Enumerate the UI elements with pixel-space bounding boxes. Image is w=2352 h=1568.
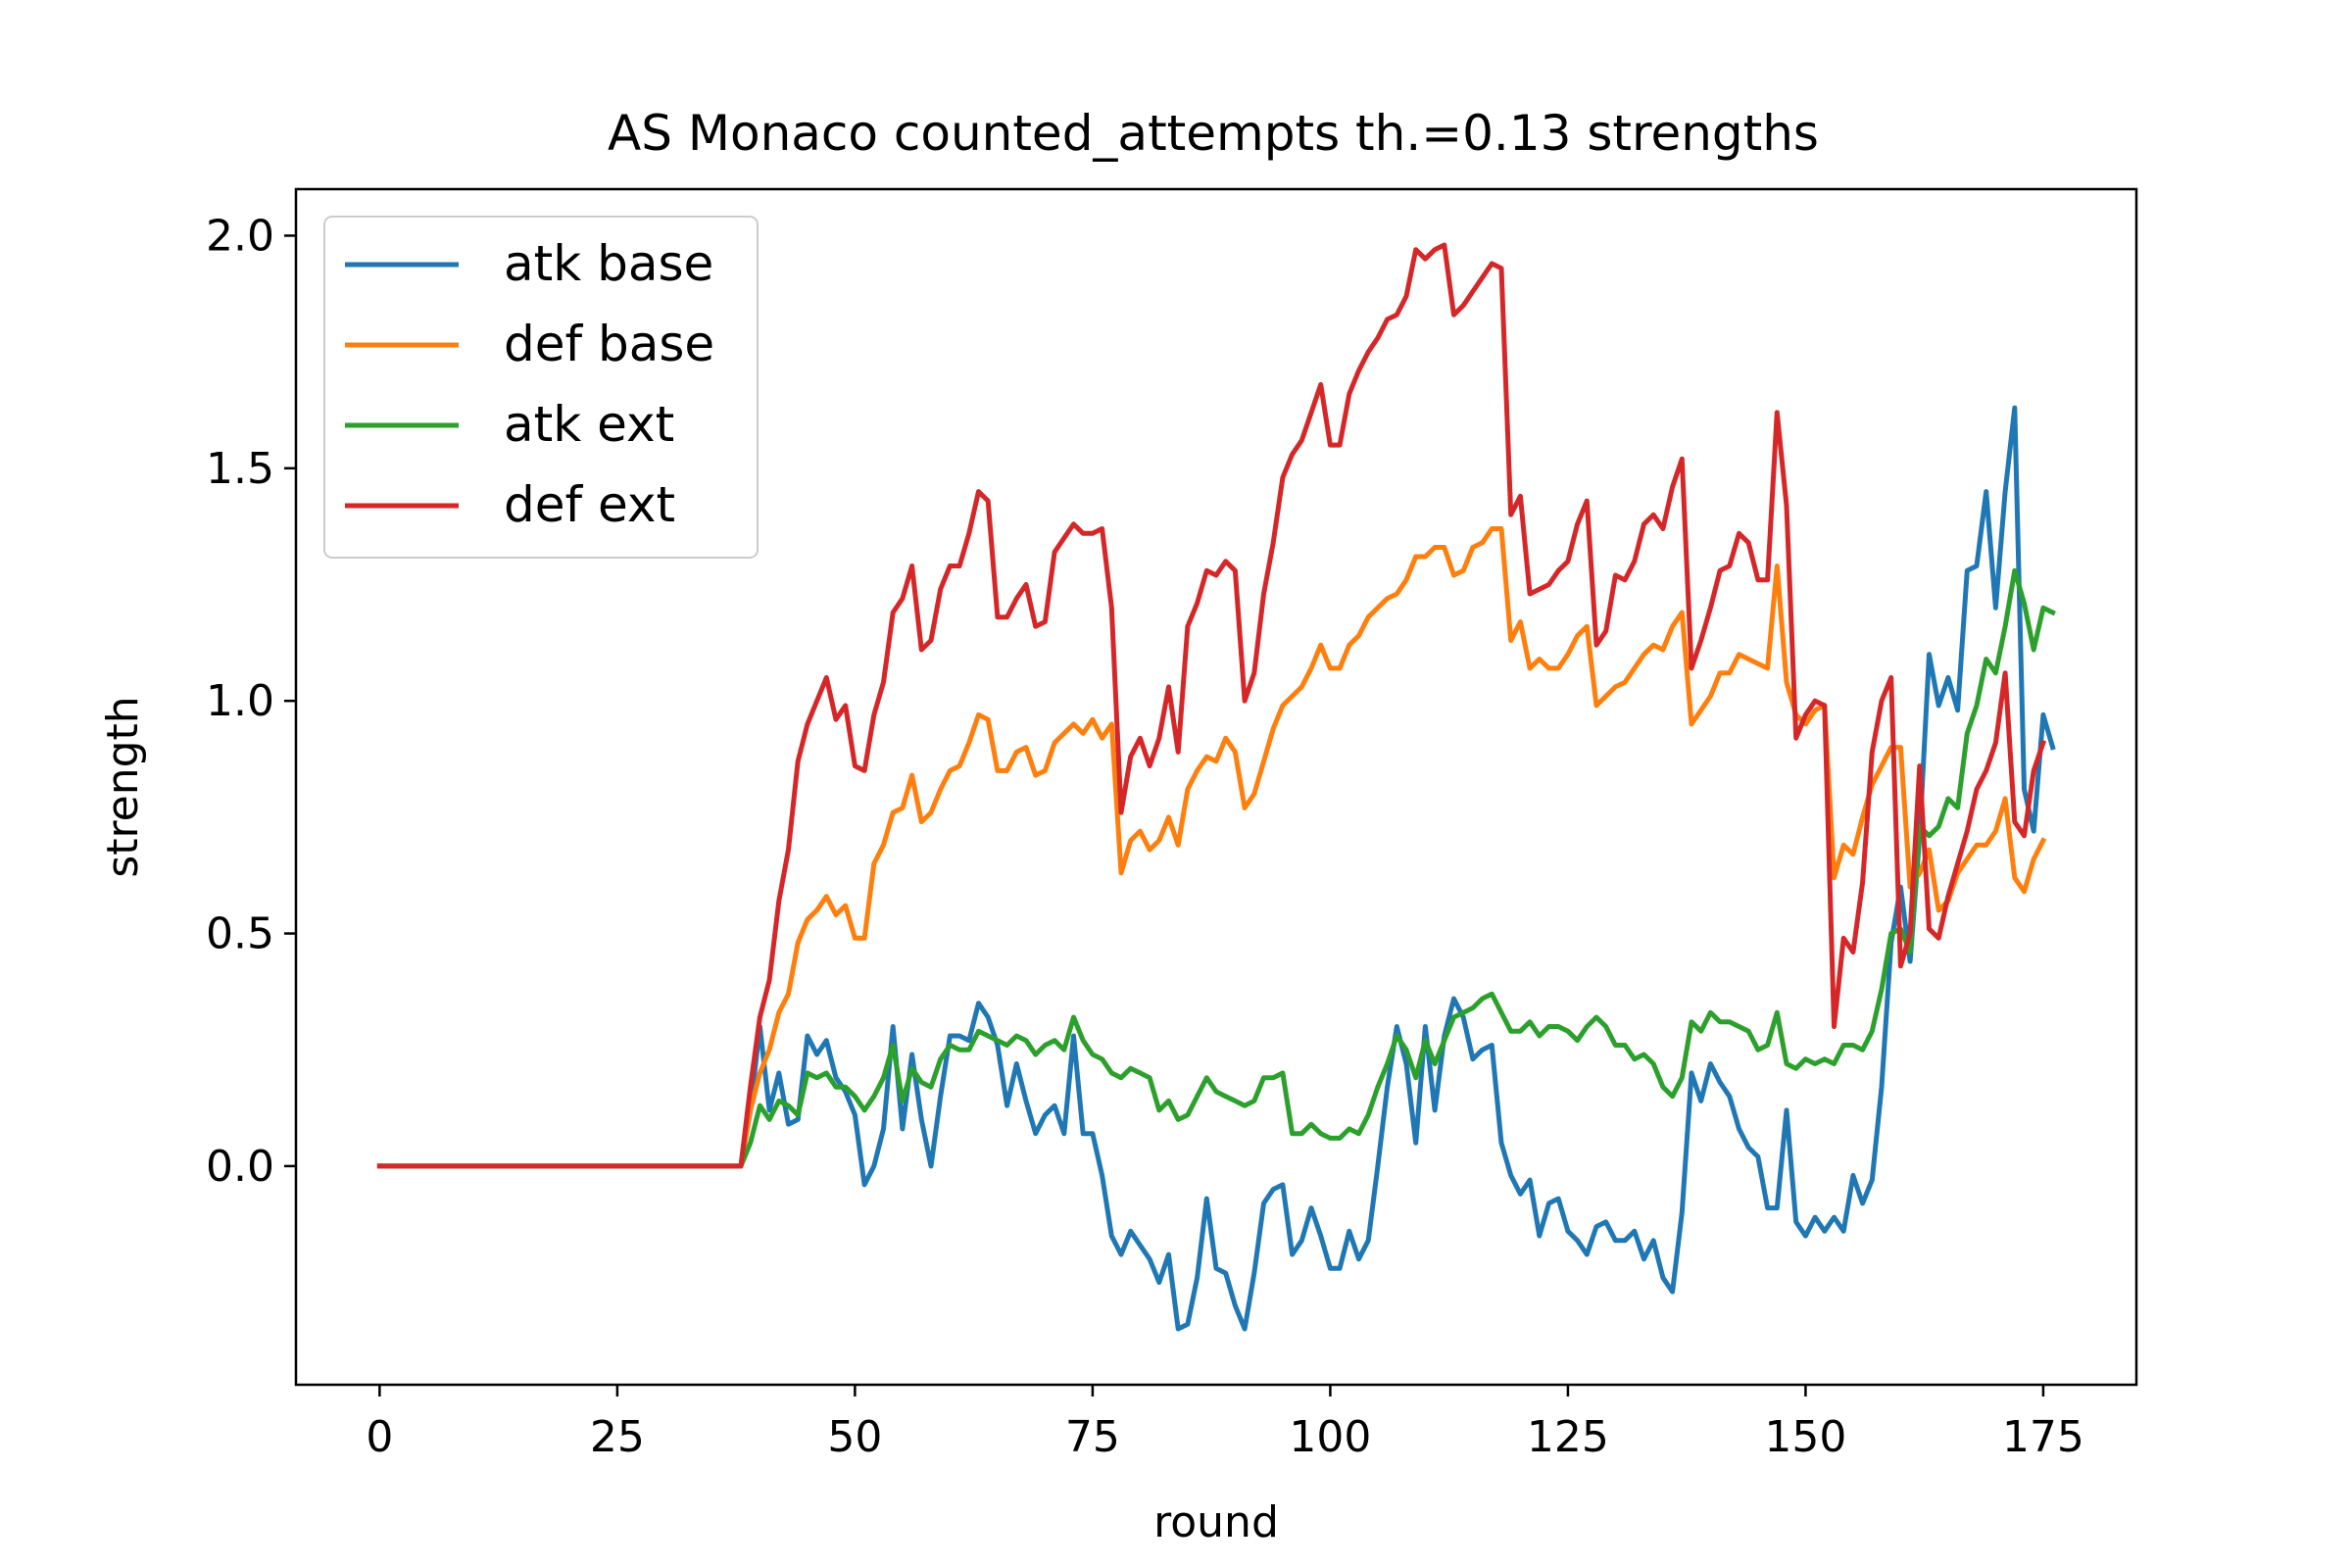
y-tick-label: 2.0 xyxy=(206,211,274,261)
y-tick-label: 0.0 xyxy=(206,1142,274,1192)
x-tick-label: 150 xyxy=(1764,1412,1846,1462)
x-tick-label: 50 xyxy=(827,1412,882,1462)
chart-title: AS Monaco counted_attempts th.=0.13 stre… xyxy=(608,105,1819,162)
legend-label: def ext xyxy=(504,476,675,533)
x-tick-label: 0 xyxy=(366,1412,393,1462)
plot-frame xyxy=(294,187,2138,1387)
x-tick-label: 75 xyxy=(1065,1412,1120,1462)
series-layer xyxy=(376,242,2056,1332)
y-tick-label: 0.5 xyxy=(206,909,274,959)
x-axis: 0 25 50 75 100 125 150 175 xyxy=(366,1385,2084,1462)
series-line-atk-ext xyxy=(376,567,2056,1169)
series-line-def-ext xyxy=(376,242,2047,1169)
legend-box xyxy=(323,216,759,559)
x-tick-label: 25 xyxy=(590,1412,645,1462)
legend-label: atk base xyxy=(504,235,713,292)
y-tick-label: 1.0 xyxy=(206,676,274,726)
x-axis-label: round xyxy=(1153,1497,1279,1547)
x-tick-label: 125 xyxy=(1527,1412,1609,1462)
legend-label: def base xyxy=(504,316,714,372)
y-axis-label: strength xyxy=(98,696,148,877)
y-tick-label: 1.5 xyxy=(206,444,274,494)
x-tick-label: 100 xyxy=(1289,1412,1371,1462)
legend-label: atk ext xyxy=(504,396,674,453)
legend: atk base def base atk ext def ext xyxy=(323,216,759,559)
x-tick-label: 175 xyxy=(2002,1412,2084,1462)
y-axis: 0.0 0.5 1.0 1.5 2.0 xyxy=(206,211,296,1192)
